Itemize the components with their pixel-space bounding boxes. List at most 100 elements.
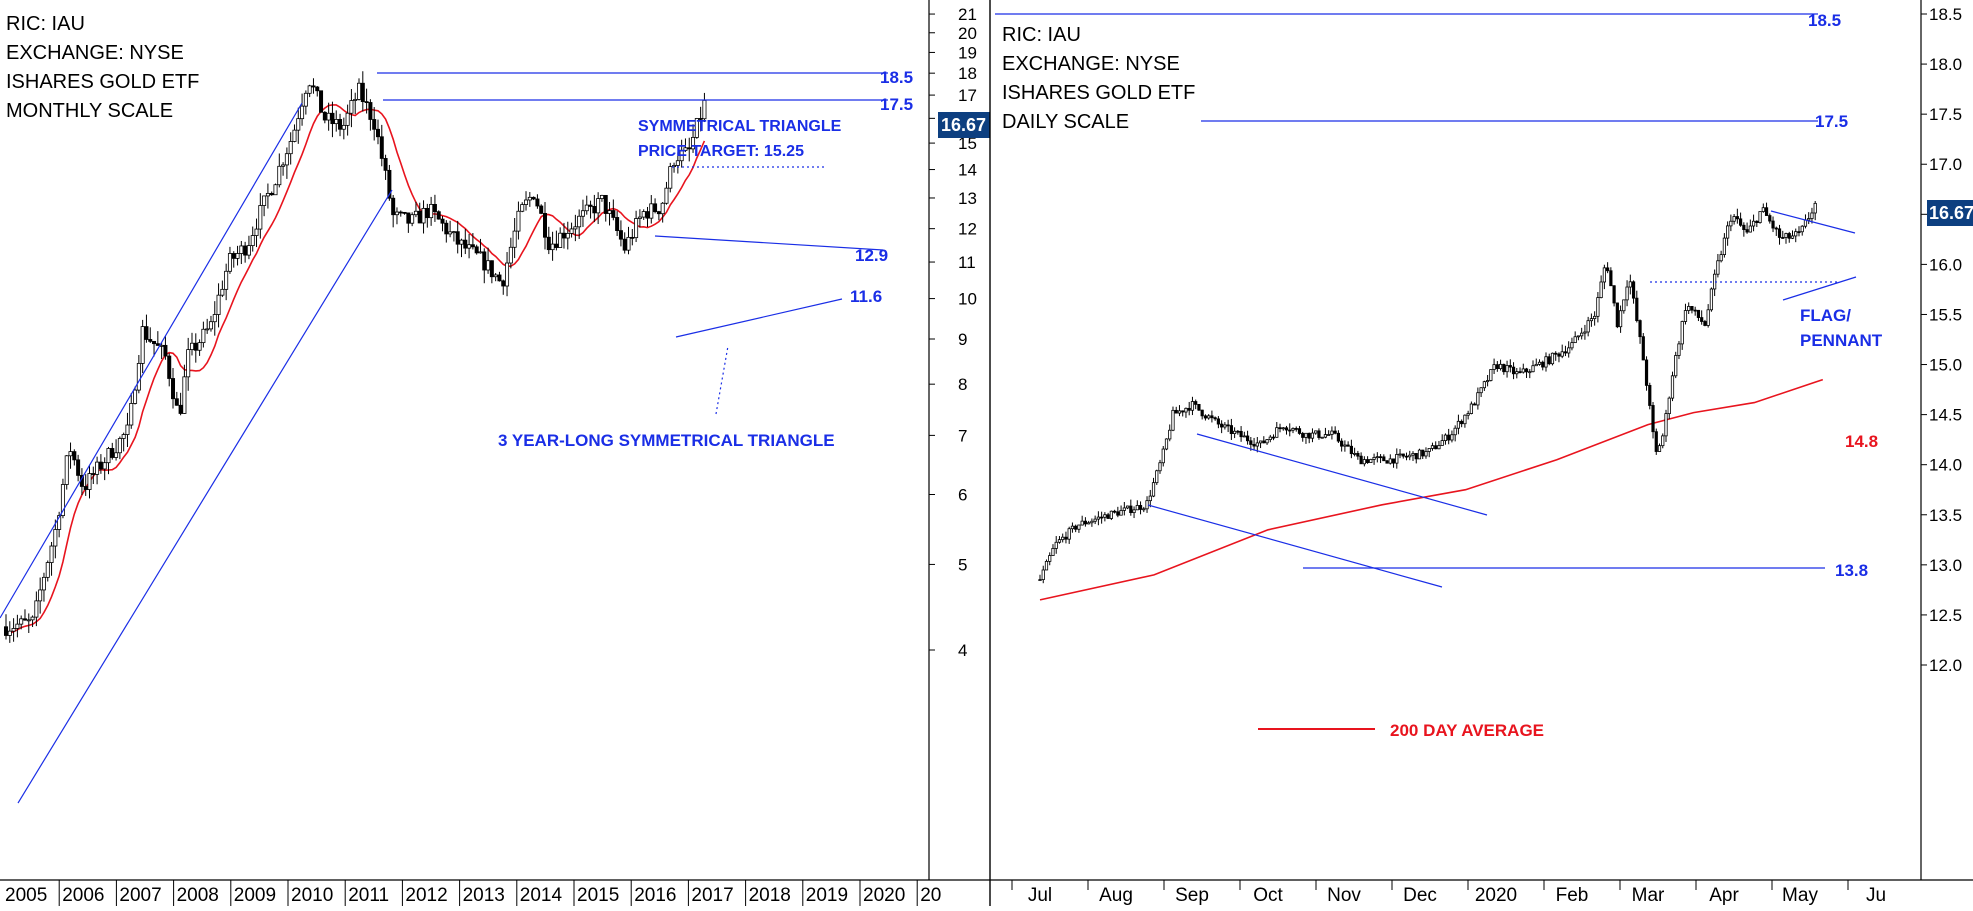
daily-moving-average — [1039, 378, 1824, 601]
daily-candle-body — [1090, 520, 1094, 524]
daily-candle-body — [1437, 445, 1441, 450]
daily-x-tick-label: Oct — [1253, 885, 1283, 906]
daily-candle-body — [1758, 211, 1762, 224]
monthly-candle-body — [402, 211, 407, 214]
daily-candle-body — [1735, 216, 1739, 220]
monthly-candle-body — [527, 196, 532, 201]
monthly-candle-body — [102, 462, 107, 470]
daily-candle-body — [1369, 459, 1373, 463]
daily-candle-body — [1041, 569, 1045, 581]
monthly-candle-body — [315, 86, 320, 92]
daily-candle-body — [1508, 365, 1512, 368]
daily-candle-body — [1083, 520, 1088, 525]
daily-candle-body — [1375, 456, 1379, 459]
monthly-candle-body — [649, 203, 654, 219]
daily-candle-body — [1677, 343, 1681, 356]
daily-candle-body — [1787, 233, 1791, 239]
daily-candle-body — [1599, 281, 1603, 299]
monthly-candle-body — [394, 211, 399, 216]
monthly-ric-label: RIC: IAU — [6, 13, 85, 35]
monthly-candle-body — [60, 484, 65, 516]
daily-candle-body — [1271, 436, 1276, 439]
daily-scale-label: DAILY SCALE — [1002, 111, 1130, 133]
daily-candle-body — [1810, 212, 1814, 219]
daily-candle-body — [1077, 524, 1081, 530]
daily-y-tick-label: 14.5 — [1929, 406, 1962, 425]
daily-candle-body — [1453, 427, 1457, 436]
daily-candle-body — [1190, 401, 1195, 411]
monthly-candle-body — [687, 147, 692, 150]
daily-candle-body — [1210, 415, 1214, 419]
monthly-ma-line — [5, 104, 706, 637]
monthly-candle-body — [436, 211, 441, 220]
daily-candle-body — [1738, 218, 1743, 226]
monthly-candle-body — [114, 452, 119, 458]
daily-candle-body — [1353, 452, 1357, 455]
daily-candle-body — [1281, 427, 1285, 430]
monthly-candle-body — [171, 378, 176, 400]
monthly-candle-body — [554, 243, 559, 248]
daily-y-tick-label: 16.0 — [1929, 255, 1962, 274]
monthly-candle-body — [501, 280, 506, 287]
monthly-candle-body — [53, 529, 58, 547]
monthly-candle-body — [212, 314, 217, 323]
daily-candle-body — [1554, 352, 1558, 355]
daily-candle-body — [1742, 224, 1746, 230]
daily-candle-body — [1161, 448, 1165, 464]
daily-candle-body — [1495, 364, 1499, 370]
monthly-y-tick-label: 7 — [958, 426, 967, 445]
daily-candle-body — [1638, 320, 1642, 338]
monthly-y-tick-label: 8 — [958, 375, 967, 394]
daily-candle-body — [1729, 220, 1733, 227]
daily-candle-body — [1401, 453, 1405, 457]
monthly-x-tick-label: 20 — [920, 885, 941, 906]
monthly-candle-body — [584, 204, 589, 212]
monthly-x-tick-label: 2020 — [863, 885, 905, 906]
monthly-candle-body — [444, 222, 449, 235]
monthly-candle-body — [596, 198, 601, 214]
daily-candle-body — [1732, 216, 1736, 222]
monthly-candle-body — [307, 85, 312, 94]
daily-candle-body — [1498, 363, 1503, 370]
monthly-candle-body — [57, 515, 62, 530]
daily-candle-body — [1680, 321, 1684, 345]
daily-candle-body — [1362, 459, 1366, 465]
monthly-candle-body — [125, 424, 130, 435]
monthly-y-tick-label: 9 — [958, 330, 967, 349]
daily-candle-body — [1278, 427, 1282, 430]
monthly-candle-body — [634, 218, 639, 239]
monthly-candle-body — [152, 340, 157, 345]
daily-candle-body — [1255, 442, 1259, 447]
monthly-x-ticks: 2005 2006 2007 2008 2009 2010 2011 2012 2013 2014… — [5, 880, 941, 906]
daily-candle-body — [1505, 365, 1509, 373]
monthly-candle-body — [505, 262, 510, 287]
monthly-candle-body — [558, 232, 563, 248]
daily-candle-body — [1388, 458, 1392, 464]
monthly-candle-body — [486, 260, 491, 271]
monthly-candle-body — [653, 203, 658, 213]
monthly-candle-body — [4, 626, 9, 636]
monthly-candle-body — [338, 119, 343, 130]
daily-candle-body — [1683, 310, 1688, 322]
daily-candle-body — [1463, 414, 1467, 425]
monthly-candle-body — [618, 230, 623, 240]
daily-candle-body — [1194, 401, 1198, 405]
daily-x-tick-label: Mar — [1632, 885, 1665, 906]
monthly-candle-body — [455, 231, 460, 245]
monthly-y-tick-label: 13 — [958, 189, 977, 208]
monthly-candle-body — [83, 486, 88, 490]
daily-candle-body — [1661, 435, 1665, 447]
monthly-candle-body — [288, 141, 293, 155]
daily-candle-body — [1573, 336, 1577, 344]
daily-x-tick-label: May — [1782, 885, 1818, 906]
monthly-candle-body — [569, 228, 574, 234]
daily-candle-body — [1489, 369, 1493, 381]
monthly-x-tick-label: 2008 — [177, 885, 219, 906]
daily-x-tick-label: 2020 — [1475, 885, 1517, 906]
daily-candle-body — [1524, 368, 1529, 373]
daily-candle-body — [1288, 429, 1292, 432]
daily-candle-body — [1674, 355, 1678, 377]
monthly-y-tick-label: 10 — [958, 290, 977, 309]
monthly-candle-body — [368, 102, 373, 120]
daily-candle-body — [1346, 444, 1350, 447]
